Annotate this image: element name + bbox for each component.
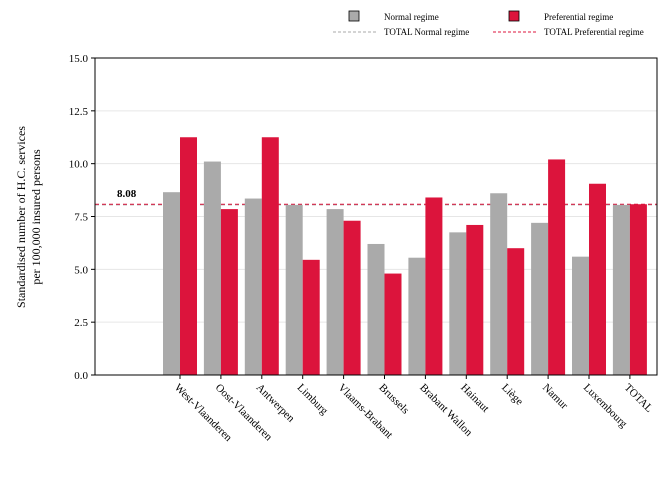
bar-normal (531, 222, 549, 375)
legend-label-total-preferential: TOTAL Preferential regime (544, 27, 644, 37)
y-tick-label: 15.0 (69, 53, 89, 65)
y-tick-label: 5.0 (74, 264, 88, 276)
x-tick-label: Liège (499, 382, 525, 408)
plot-frame (94, 57, 658, 376)
x-tick-label: Limburg (295, 382, 331, 418)
bar-normal (244, 198, 262, 375)
y-tick-label: 10.0 (69, 159, 89, 171)
x-tick-label: Brussels (376, 382, 411, 417)
x-tick-label: Hainaut (458, 382, 491, 415)
y-tick-label: 2.5 (74, 317, 88, 329)
bar-preferential (220, 209, 238, 375)
bar-normal (572, 256, 589, 375)
bars (163, 137, 647, 375)
bar-preferential (261, 137, 279, 375)
bar-preferential (180, 137, 197, 375)
x-tick-label: Namur (540, 382, 570, 412)
bar-preferential (302, 259, 320, 375)
legend-swatch-normal (348, 10, 360, 22)
legend-label-preferential: Preferential regime (544, 12, 613, 22)
legend-swatch-preferential (508, 10, 520, 22)
legend-label-total-normal: TOTAL Normal regime (384, 27, 469, 37)
reference-annotation: 8.08 (117, 188, 137, 200)
legend: Normal regime Preferential regime TOTAL … (333, 10, 644, 37)
bar-normal (612, 204, 630, 375)
x-axis-ticks: West-VlaanderenOost-VlaanderenAntwerpenL… (172, 375, 655, 444)
y-tick-label: 7.5 (74, 212, 88, 224)
bar-preferential (384, 273, 402, 375)
x-tick-label: Antwerpen (254, 382, 297, 425)
bar-normal (326, 209, 344, 375)
y-axis-title-line1: Standardised number of H.C. services (14, 126, 28, 308)
y-tick-label: 0.0 (74, 370, 88, 382)
bar-normal (408, 257, 426, 375)
bar-normal (449, 232, 467, 375)
legend-label-normal: Normal regime (384, 12, 439, 22)
bar-preferential (589, 183, 606, 375)
x-tick-label: TOTAL (622, 382, 655, 415)
bar-preferential (507, 248, 525, 375)
y-axis-ticks: 0.0 2.5 5.0 7.5 10.0 12.5 15.0 (69, 53, 95, 382)
bar-normal (490, 193, 508, 375)
bar-normal (285, 204, 303, 375)
bar-preferential (425, 197, 443, 375)
bar-normal (163, 192, 180, 375)
bar-normal (203, 161, 221, 375)
bar-preferential (466, 224, 484, 375)
bar-preferential (343, 220, 361, 375)
bar-preferential (629, 204, 647, 375)
y-axis-title-line2: per 100,000 insured persons (29, 149, 43, 285)
bar-normal (367, 243, 385, 375)
bar-preferential (548, 159, 566, 375)
y-tick-label: 12.5 (69, 106, 89, 118)
